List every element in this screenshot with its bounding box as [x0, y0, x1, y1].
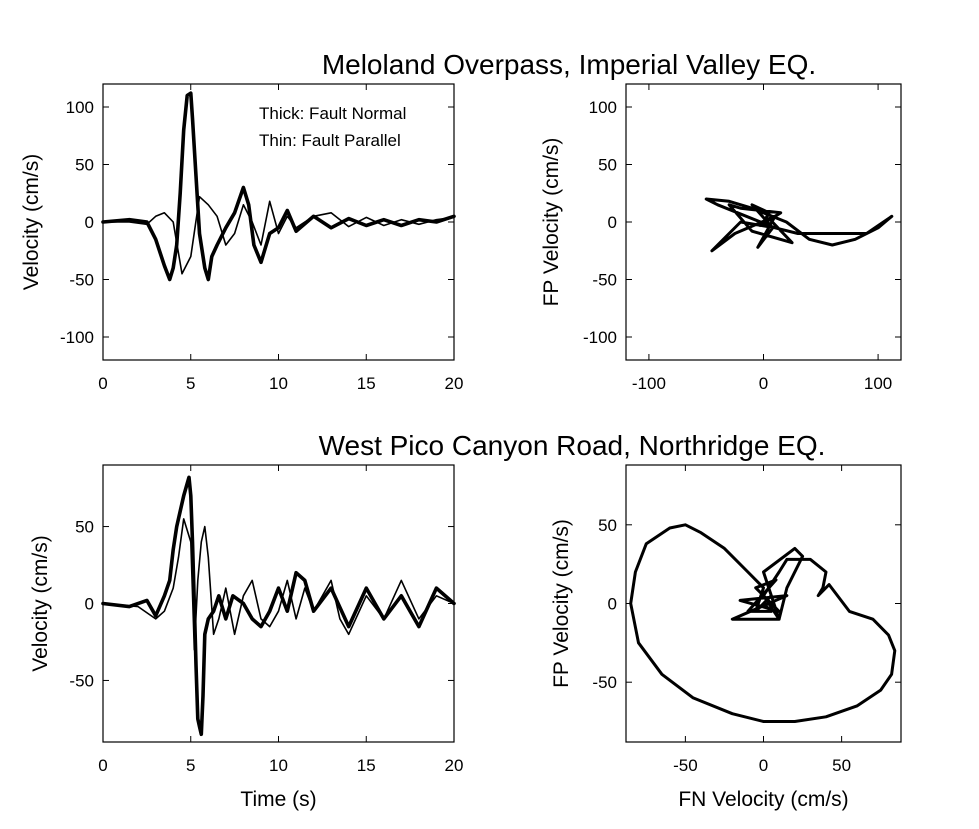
- x-tick-label: 20: [445, 374, 464, 393]
- y-tick-label: 50: [75, 518, 94, 537]
- series-line-trajectory: [629, 523, 897, 723]
- x-tick-label: 0: [98, 756, 107, 775]
- x-tick-label: 15: [357, 756, 376, 775]
- y-axis-label: FP Velocity (cm/s): [550, 519, 573, 688]
- y-tick-label: -100: [60, 328, 94, 347]
- panel-top-left: 0 5 10 15 20 -100 -50 0 50 100 Velocity (cm/s) Thic…: [20, 83, 464, 393]
- y-tick-label: -50: [69, 271, 94, 290]
- x-tick-label: 20: [445, 756, 464, 775]
- x-tick-label: 15: [357, 374, 376, 393]
- series-line-fault-parallel: [102, 195, 455, 275]
- legend-entry: Thin: Fault Parallel: [259, 131, 401, 150]
- x-tick-label: 50: [832, 756, 851, 775]
- axes-frame: [102, 464, 455, 743]
- x-tick-label: 10: [269, 756, 288, 775]
- y-tick-label: -50: [69, 671, 94, 690]
- y-tick-label: 0: [85, 213, 94, 232]
- axes-frame: [102, 83, 455, 361]
- legend-entry: Thick: Fault Normal: [259, 104, 406, 123]
- series-line-fault-normal: [101, 475, 456, 737]
- x-axis-label: Time (s): [240, 788, 316, 811]
- y-tick-label: 0: [608, 595, 617, 614]
- x-axis-label: FN Velocity (cm/s): [678, 788, 848, 811]
- x-tick-label: -100: [632, 374, 666, 393]
- series-line-fault-normal: [101, 91, 456, 282]
- panel-bottom-right: -50 0 50 -50 0 50 FP Velocity (cm/s) FN Velocit…: [550, 464, 902, 811]
- x-tick-label: 10: [269, 374, 288, 393]
- x-tick-label: 0: [98, 374, 107, 393]
- y-tick-label: 0: [608, 213, 617, 232]
- x-tick-label: 0: [759, 374, 768, 393]
- series-line-trajectory: [704, 197, 894, 253]
- y-tick-label: -50: [592, 271, 617, 290]
- series-line-fault-parallel: [102, 518, 455, 651]
- y-tick-label: 50: [598, 156, 617, 175]
- x-tick-label: 5: [186, 756, 195, 775]
- panel-bottom-left: 0 5 10 15 20 -50 0 50 Velocity (cm/s) Time (s): [29, 464, 464, 811]
- x-tick-label: -50: [673, 756, 698, 775]
- y-tick-label: 50: [75, 156, 94, 175]
- panel-top-right: -100 0 100 -100 -50 0 50 100 FP Velocity (cm/s): [540, 83, 902, 393]
- y-tick-label: -50: [592, 673, 617, 692]
- y-axis-label: FP Velocity (cm/s): [540, 138, 563, 307]
- y-axis-label: Velocity (cm/s): [29, 535, 52, 672]
- y-tick-label: 100: [66, 98, 94, 117]
- y-tick-label: -100: [583, 328, 617, 347]
- x-tick-label: 0: [759, 756, 768, 775]
- x-tick-label: 5: [186, 374, 195, 393]
- y-axis-label: Velocity (cm/s): [20, 154, 43, 291]
- y-tick-label: 100: [589, 98, 617, 117]
- x-tick-label: 100: [864, 374, 892, 393]
- y-tick-label: 50: [598, 516, 617, 535]
- y-tick-label: 0: [85, 595, 94, 614]
- title-top: Meloland Overpass, Imperial Valley EQ.: [322, 49, 816, 80]
- title-bottom: West Pico Canyon Road, Northridge EQ.: [319, 430, 826, 461]
